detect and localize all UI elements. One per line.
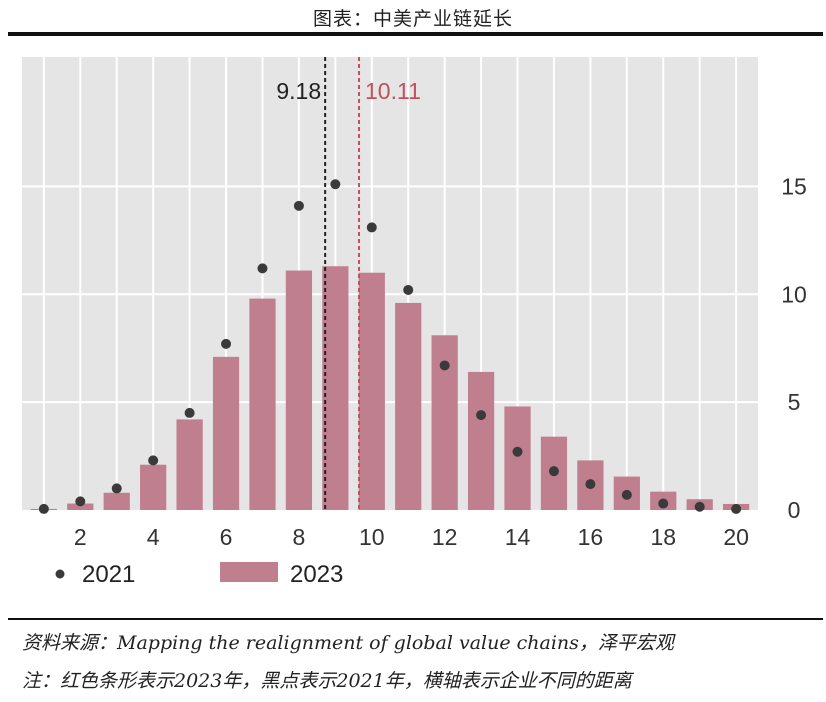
chart-title: 图表：中美产业链延长 [312, 8, 513, 30]
dot-2021 [148, 455, 159, 466]
bar-2023 [285, 270, 313, 510]
dot-2021 [476, 410, 487, 421]
bar-2023 [504, 406, 531, 510]
bar-2023 [212, 356, 240, 510]
dot-2021 [621, 489, 632, 500]
bar-2023 [103, 492, 130, 510]
legend-label-2021: 2021 [82, 561, 135, 588]
source-text: 资料来源：Mapping the realignment of global v… [22, 632, 674, 654]
dot-2021 [366, 222, 377, 233]
dot-2021 [403, 284, 414, 295]
y-tick-label: 15 [781, 173, 807, 199]
dot-2021 [512, 446, 523, 457]
plot-background [22, 57, 758, 510]
x-tick-label: 4 [147, 524, 160, 550]
dot-2021 [38, 503, 49, 514]
bar-2023 [467, 371, 495, 510]
bar-2023 [395, 302, 422, 510]
x-tick-label: 12 [432, 524, 458, 550]
bottom-rule [8, 618, 823, 620]
legend-label-2023: 2023 [290, 561, 343, 588]
dot-2021 [658, 498, 669, 509]
reference-label: 9.18 [276, 78, 321, 104]
chart-svg: 9.18 10.11 0 5 10 15 2 4 6 8 10 12 14 16 18 20 2021 2023 [22, 57, 807, 588]
x-tick-label: 16 [578, 524, 604, 550]
y-tick-label: 10 [781, 281, 807, 307]
x-tick-label: 18 [650, 524, 676, 550]
dot-2021 [221, 338, 232, 349]
dot-2021 [548, 466, 559, 477]
dot-2021 [184, 407, 195, 418]
x-tick-label: 14 [505, 524, 531, 550]
dot-2021 [694, 501, 705, 512]
bar-2023 [140, 464, 167, 510]
x-tick-label: 8 [293, 524, 306, 550]
dot-2021 [293, 200, 304, 211]
x-tick-label: 6 [220, 524, 233, 550]
dot-2021 [111, 483, 122, 494]
y-tick-label: 0 [788, 497, 801, 523]
reference-label: 10.11 [365, 78, 421, 104]
bar-2023 [322, 266, 349, 510]
x-tick-label: 20 [723, 524, 749, 550]
legend-dot-marker [55, 569, 65, 579]
legend-bar-marker [220, 562, 278, 582]
dot-2021 [731, 503, 742, 514]
bar-2023 [67, 503, 94, 510]
dot-2021 [585, 479, 596, 490]
bar-2023 [176, 419, 203, 510]
dot-2021 [439, 360, 450, 371]
top-rule [8, 32, 823, 36]
dot-2021 [257, 263, 268, 274]
note-text: 注：红色条形表示2023年，黑点表示2021年，横轴表示企业不同的距离 [22, 670, 632, 692]
bar-2023 [249, 298, 276, 510]
x-tick-label: 2 [74, 524, 87, 550]
dot-2021 [330, 179, 341, 190]
x-tick-label: 10 [359, 524, 385, 550]
bar-2023 [358, 272, 385, 510]
y-tick-label: 5 [788, 389, 801, 415]
dot-2021 [75, 496, 86, 507]
